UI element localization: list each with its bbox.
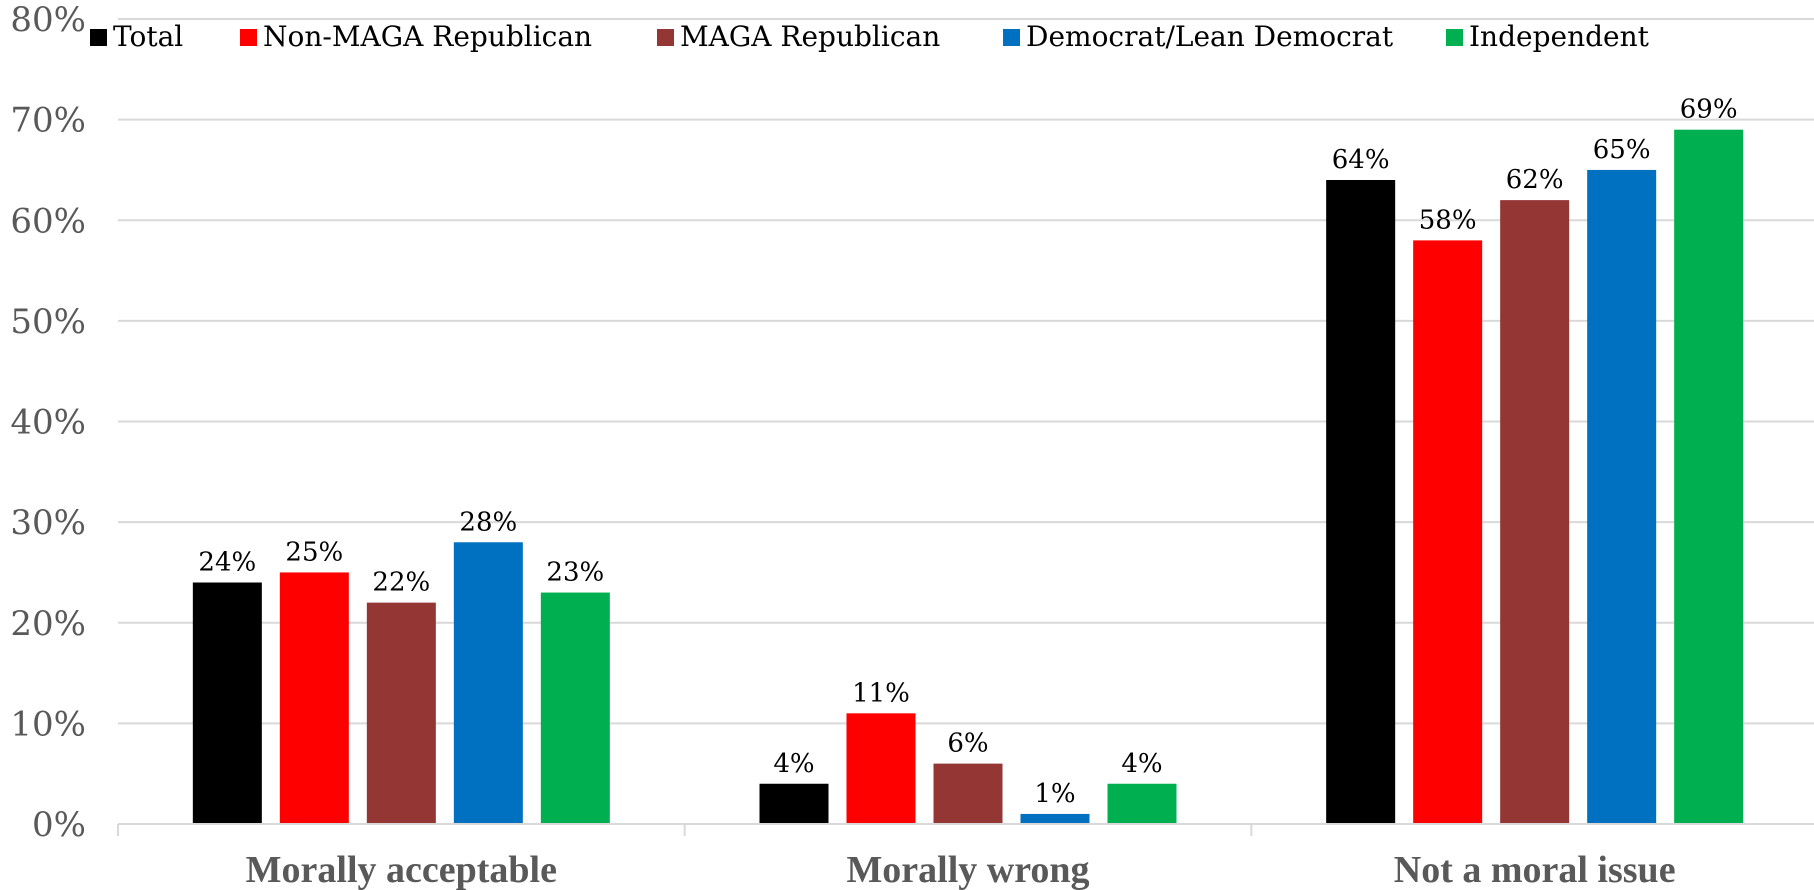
axes: 0% 10% 20% 30% 40% 50% 60% 70% 80% Morally accept… [10,0,1814,890]
bar-non-maga-republican-morally-wrong [846,713,916,824]
bar-non-maga-republican-not-a-moral-issue [1413,240,1483,824]
x-category-label-morally-acceptable: Morally acceptable [246,849,557,890]
y-tick-label: 40% [10,403,86,443]
bar-total-morally-acceptable [192,582,262,824]
data-label-non-maga-republican-morally-acceptable: 25% [285,537,343,567]
y-tick-label: 50% [10,302,86,342]
data-label-total-morally-acceptable: 24% [198,548,256,578]
legend-label-independent: Independent [1469,20,1650,53]
y-tick-label: 60% [10,201,86,241]
y-tick-label: 0% [32,805,86,845]
legend-swatch-non-maga-republican [240,29,257,46]
legend-swatch-democrat-lean-democrat [1003,29,1020,46]
bar-total-morally-wrong [759,783,829,824]
bar-maga-republican-not-a-moral-issue [1500,200,1570,824]
bar-maga-republican-morally-wrong [933,763,1003,824]
legend-label-total: Total [113,20,183,53]
bar-democrat-lean-democrat-morally-wrong [1020,813,1090,824]
legend-item-non-maga-republican: Non-MAGA Republican [240,20,592,53]
data-label-independent-morally-acceptable: 23% [546,558,604,588]
bar-maga-republican-morally-acceptable [366,602,436,824]
legend-label-democrat-lean-democrat: Democrat/Lean Democrat [1026,20,1394,53]
bar-democrat-lean-democrat-not-a-moral-issue [1587,169,1657,824]
legend-swatch-independent [1446,29,1463,46]
legend-swatch-maga-republican [657,29,674,46]
x-category-label-not-a-moral-issue: Not a moral issue [1394,849,1676,890]
y-tick-label: 10% [10,704,86,744]
legend-item-democrat-lean-democrat: Democrat/Lean Democrat [1003,20,1394,53]
data-label-total-not-a-moral-issue: 64% [1332,145,1390,175]
data-label-non-maga-republican-morally-wrong: 11% [852,678,910,708]
data-label-total-morally-wrong: 4% [773,749,814,779]
data-labels: 24% 25% 22% 28% 23% 4% 11% 6% 1% 4% 64% 58% 62% 65% 69… [198,95,1737,809]
y-tick-label: 70% [10,101,86,141]
legend-item-maga-republican: MAGA Republican [657,20,940,53]
bars [192,129,1744,824]
data-label-maga-republican-morally-wrong: 6% [947,729,988,759]
bar-independent-morally-wrong [1107,783,1177,824]
legend-label-non-maga-republican: Non-MAGA Republican [263,20,592,53]
data-label-democrat-lean-democrat-morally-wrong: 1% [1034,779,1075,809]
y-tick-label: 20% [10,604,86,644]
y-tick-label: 30% [10,503,86,543]
data-label-independent-morally-wrong: 4% [1121,749,1162,779]
y-tick-label: 80% [10,0,86,40]
legend: Total Non-MAGA Republican MAGA Republican D… [90,20,1650,53]
data-label-maga-republican-morally-acceptable: 22% [372,568,430,598]
bar-independent-morally-acceptable [540,592,610,824]
bar-non-maga-republican-morally-acceptable [279,572,349,824]
data-label-independent-not-a-moral-issue: 69% [1680,95,1738,125]
legend-label-maga-republican: MAGA Republican [680,20,940,53]
bar-democrat-lean-democrat-morally-acceptable [453,542,523,824]
data-label-democrat-lean-democrat-morally-acceptable: 28% [459,507,517,537]
legend-swatch-total [90,29,107,46]
legend-item-total: Total [90,20,183,53]
data-label-non-maga-republican-not-a-moral-issue: 58% [1419,205,1477,235]
data-label-maga-republican-not-a-moral-issue: 62% [1506,165,1564,195]
bar-total-not-a-moral-issue [1326,180,1396,824]
bar-independent-not-a-moral-issue [1674,129,1744,824]
legend-item-independent: Independent [1446,20,1650,53]
x-category-label-morally-wrong: Morally wrong [846,849,1089,890]
data-label-democrat-lean-democrat-not-a-moral-issue: 65% [1593,135,1651,165]
